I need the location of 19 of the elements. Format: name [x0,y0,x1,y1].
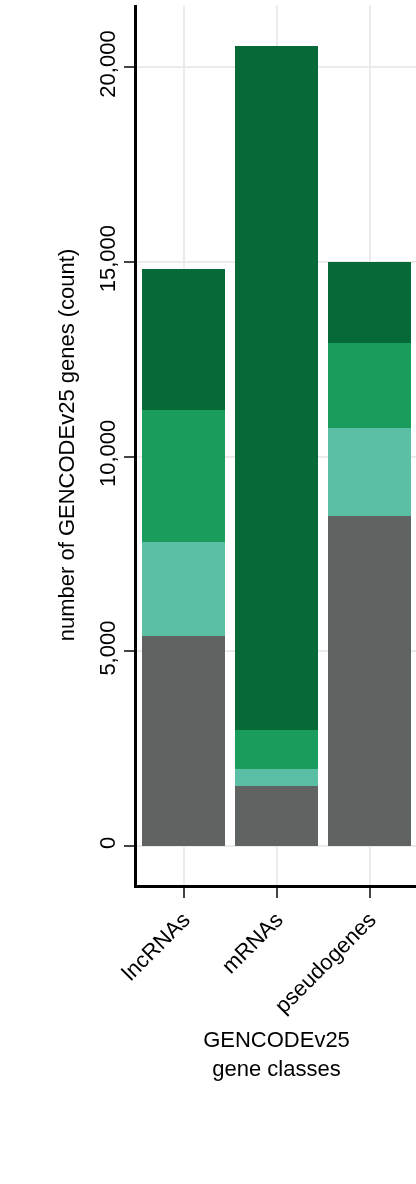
bar [327,428,412,517]
bar [234,730,319,769]
bar [234,768,319,787]
bar [234,46,319,731]
y-tick-label: 5,000 [95,620,121,676]
y-axis-title: number of GENCODEv25 genes (count) [54,248,79,642]
bar [327,516,412,847]
y-tick-label: 10,000 [95,419,121,488]
x-axis-title: GENCODEv25 gene classes [203,1027,350,1081]
bar [141,636,226,847]
y-tick-label: 0 [95,836,121,849]
bar [141,410,226,543]
bar [327,261,412,344]
y-tick-label: 20,000 [95,30,121,98]
bar [327,343,412,429]
bar [234,786,319,847]
y-tick-label: 15,000 [95,225,121,293]
bar [141,269,226,411]
bar [141,542,226,637]
